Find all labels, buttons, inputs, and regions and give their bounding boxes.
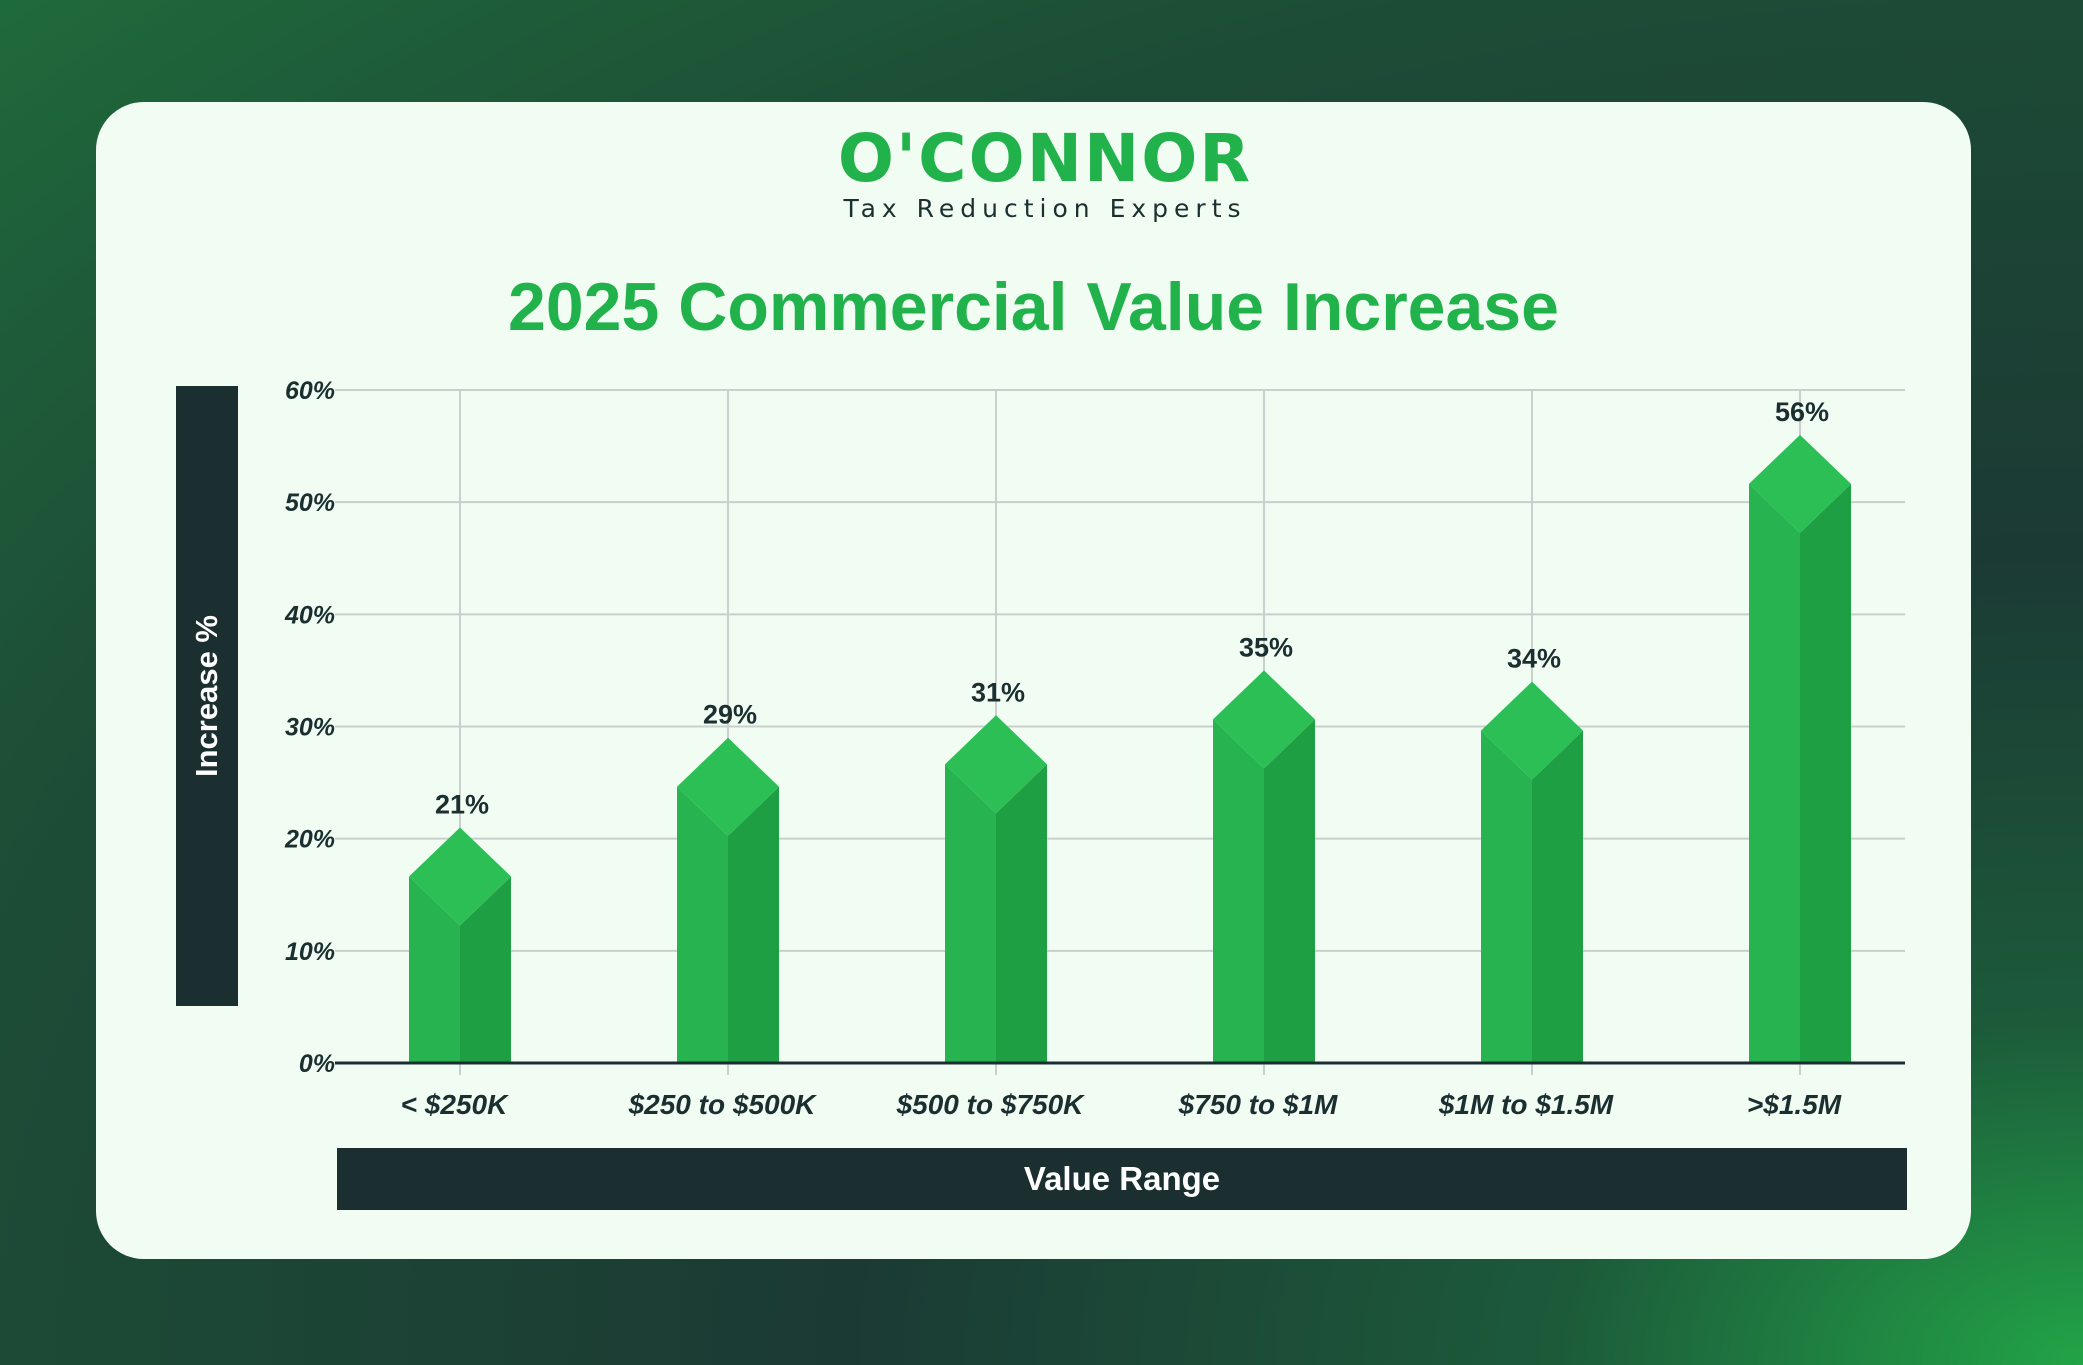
x-tick-label: >$1.5M bbox=[1747, 1089, 1842, 1120]
bar-top bbox=[1481, 681, 1583, 780]
bar-face-right bbox=[460, 876, 511, 1063]
chart-title: 2025 Commercial Value Increase bbox=[508, 269, 1559, 345]
logo: O'CONNOR Tax Reduction Experts bbox=[735, 102, 1355, 244]
y-tick-label: 20% bbox=[284, 826, 335, 854]
data-label: 21% bbox=[435, 789, 489, 819]
bar-top bbox=[945, 715, 1047, 814]
bar-face-left bbox=[945, 764, 996, 1063]
x-tick-label: $750 to $1M bbox=[1178, 1089, 1338, 1120]
bar-top bbox=[1749, 434, 1851, 533]
data-label: 56% bbox=[1775, 397, 1829, 427]
logo-tagline: Tax Reduction Experts bbox=[843, 194, 1247, 223]
bar-top bbox=[1213, 670, 1315, 769]
bar-face-left bbox=[1481, 730, 1532, 1063]
chart-card bbox=[96, 102, 1971, 1259]
bar-6 bbox=[1749, 434, 1851, 1063]
bar-face-right bbox=[1800, 483, 1851, 1063]
x-tick-label: $500 to $750K bbox=[896, 1089, 1086, 1120]
y-tick-label: 30% bbox=[285, 714, 335, 742]
data-label: 29% bbox=[703, 700, 757, 730]
y-tick-label: 50% bbox=[285, 489, 335, 517]
bar-1 bbox=[409, 827, 511, 1063]
bar-face-right bbox=[1264, 719, 1315, 1063]
x-tick-label: $250 to $500K bbox=[628, 1089, 818, 1120]
y-tick-label: 40% bbox=[284, 601, 335, 629]
data-label: 31% bbox=[971, 677, 1025, 707]
bar-top bbox=[677, 737, 779, 836]
bar-2 bbox=[677, 737, 779, 1063]
bar-4 bbox=[1213, 670, 1315, 1063]
x-tick-label: $1M to $1.5M bbox=[1438, 1089, 1614, 1120]
y-tick-label: 0% bbox=[299, 1050, 335, 1078]
y-tick-label: 10% bbox=[285, 938, 335, 966]
bar-face-right bbox=[728, 786, 779, 1063]
bar-face-right bbox=[1532, 730, 1583, 1063]
bar-5 bbox=[1481, 681, 1583, 1063]
bar-face-left bbox=[409, 876, 460, 1063]
data-label: 35% bbox=[1239, 632, 1293, 662]
data-label: 34% bbox=[1507, 644, 1561, 674]
y-tick-label: 60% bbox=[285, 377, 335, 405]
bar-3 bbox=[945, 715, 1047, 1063]
bar-face-right bbox=[996, 764, 1047, 1063]
bar-face-left bbox=[1213, 719, 1264, 1063]
x-axis-title: Value Range bbox=[1023, 1160, 1221, 1197]
bar-face-left bbox=[677, 786, 728, 1063]
y-axis-title-box bbox=[176, 386, 238, 1006]
bar-face-left bbox=[1749, 483, 1800, 1063]
x-axis-title-box bbox=[337, 1148, 1907, 1210]
bar-top bbox=[409, 827, 511, 926]
x-tick-label: < $250K bbox=[401, 1089, 509, 1120]
logo-wordmark: O'CONNOR bbox=[837, 120, 1253, 197]
